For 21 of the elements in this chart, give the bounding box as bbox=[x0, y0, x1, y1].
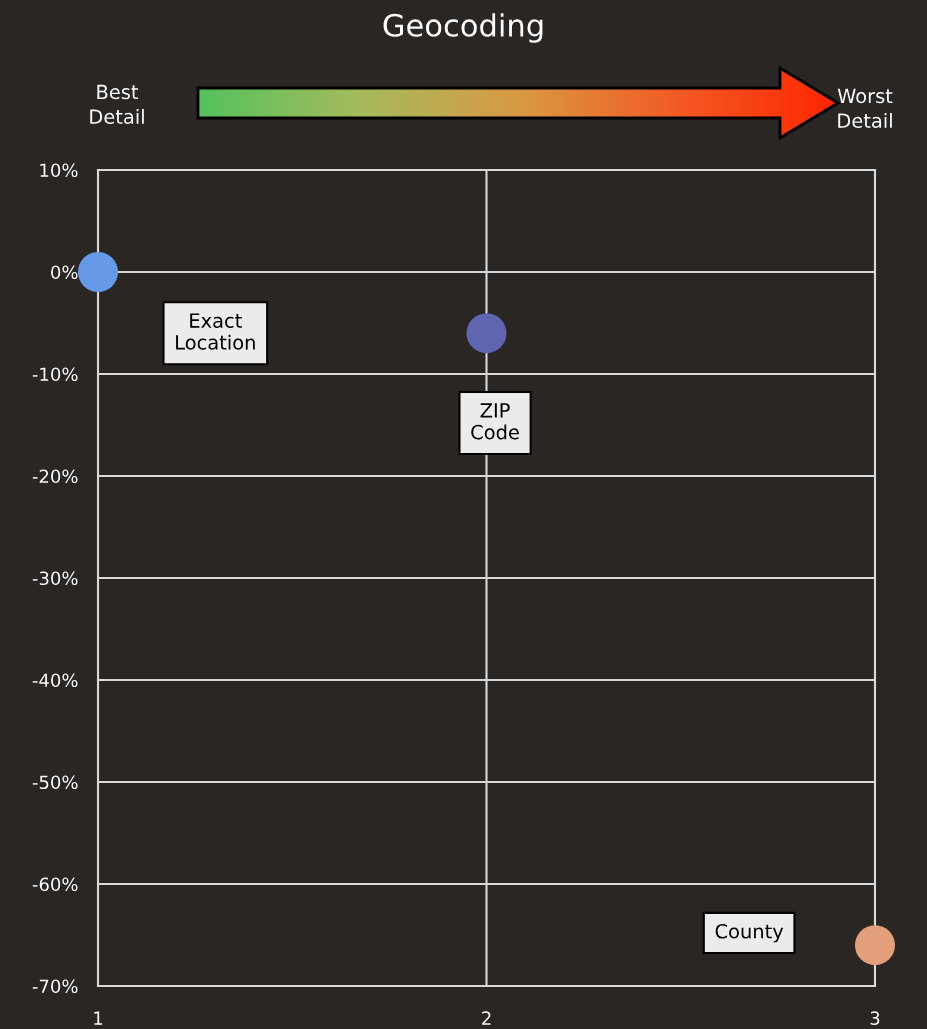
x-tick-label: 1 bbox=[94, 1011, 103, 1025]
text: Best Detail bbox=[90, 84, 144, 125]
y-tick-label: 10% bbox=[40, 163, 78, 178]
y-tick-label: -10% bbox=[32, 367, 78, 382]
y-tick-label: -50% bbox=[32, 775, 78, 790]
y-tick-label: -40% bbox=[32, 673, 78, 688]
point bbox=[854, 925, 896, 966]
chart-title: Geocoding bbox=[383, 13, 543, 43]
text: Worst Detail bbox=[837, 88, 893, 129]
annotation: County bbox=[715, 923, 784, 943]
x-tick-label: 2 bbox=[482, 1011, 491, 1025]
annotation: ZIP Code bbox=[471, 403, 519, 440]
annotation: Exact Location bbox=[176, 313, 255, 350]
y-tick-label: -20% bbox=[32, 469, 78, 484]
y-tick-label: -60% bbox=[32, 877, 78, 892]
y-tick-label: -30% bbox=[32, 571, 78, 586]
point bbox=[77, 251, 119, 293]
point bbox=[466, 313, 507, 354]
y-tick-label: -70% bbox=[32, 979, 78, 994]
x-tick-label: 3 bbox=[870, 1011, 880, 1025]
y-tick-label: 0% bbox=[51, 265, 78, 280]
